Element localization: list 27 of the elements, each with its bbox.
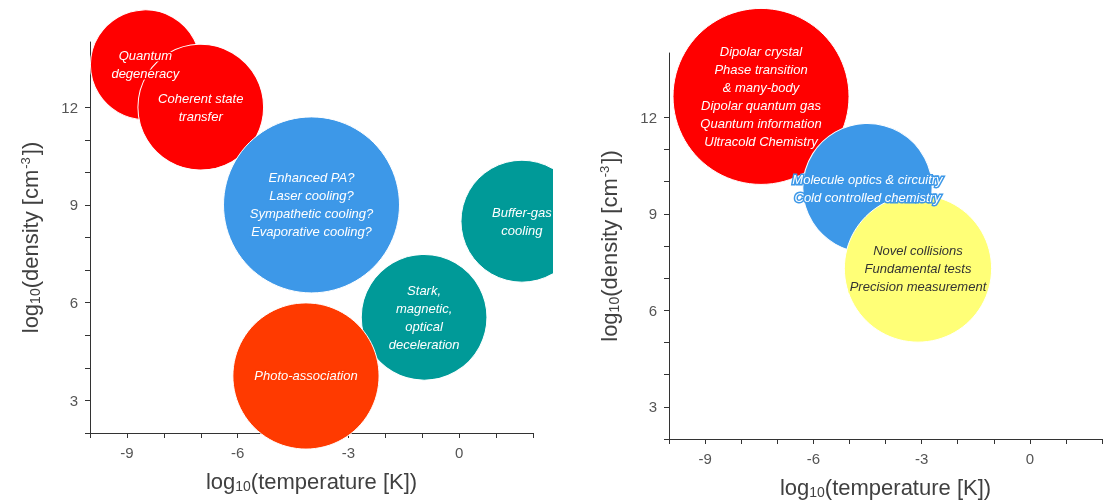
series-label: Enhanced PA? Laser cooling? Sympathetic cooling? Evaporative cooling? [249,170,375,240]
x-axis-title: log10(temperature [K]) [779,474,992,500]
y-tick-label: 9 [69,196,78,214]
x-axis-title: log10(temperature [K]) [205,468,418,494]
y-tick-label: 6 [69,294,78,312]
series-label: Novel collisions Fundamental tests Precision measurement [849,243,988,295]
x-tick-label: -3 [914,450,929,467]
series-label: Stark, magnetic, optical deceleration [388,282,460,352]
y-tick-label: 3 [648,398,657,416]
x-tick-label: -9 [120,444,134,461]
y-tick-label: 9 [648,205,657,223]
x-tick-label: -3 [341,444,356,461]
x-tick-label: -6 [230,444,245,461]
x-tick-label: 0 [454,444,464,461]
y-axis-title: log10(density [cm-3]) [17,141,43,334]
series-label: Photo-association [254,368,358,384]
x-tick-label: -6 [806,450,821,467]
series-label: Buffer-gas cooling [492,204,553,238]
y-tick-label: 3 [69,391,78,409]
y-axis-title: log10(density [cm-3]) [596,150,622,342]
series-label: Coherent state transfer [158,90,244,124]
y-tick-label: 12 [640,108,657,126]
y-tick-label: 12 [61,98,78,116]
series-label: Dipolar crystal Phase transition & many-body Dipolar quantum gas Quantum information Ultracold Chemistry [700,43,822,149]
y-tick-label: 6 [648,301,657,319]
x-tick-label: 0 [1025,450,1035,467]
x-tick-label: -9 [698,450,712,467]
